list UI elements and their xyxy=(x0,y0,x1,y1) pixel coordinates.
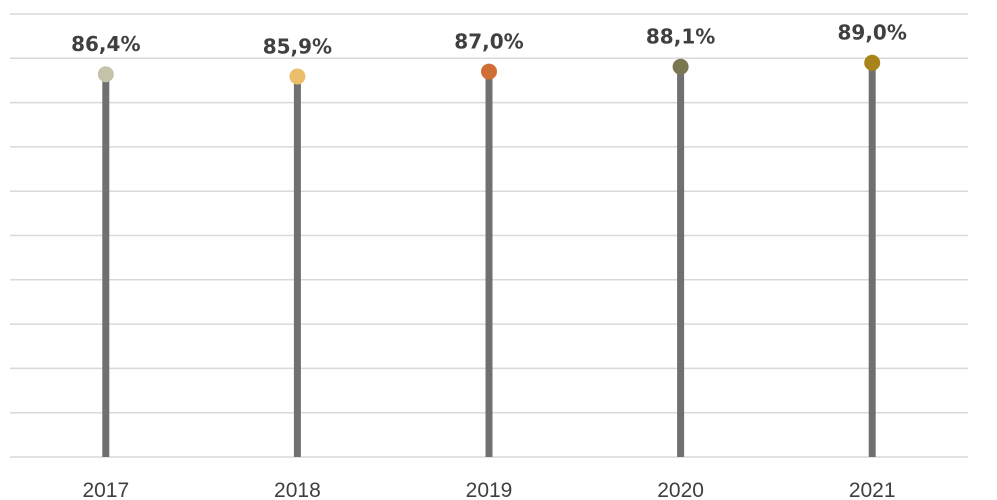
marker-2017 xyxy=(97,66,114,83)
data-label-2020: 88,1% xyxy=(646,25,715,49)
data-label-2021: 89,0% xyxy=(838,21,907,45)
data-labels: 86,4% 85,9% 87,0% 88,1% 89,0% xyxy=(71,21,907,59)
x-tick-label-2021: 2021 xyxy=(849,479,896,500)
x-tick-label-2019: 2019 xyxy=(466,479,513,500)
x-tick-label-2017: 2017 xyxy=(82,479,129,500)
stems xyxy=(102,62,876,457)
data-label-2019: 87,0% xyxy=(454,30,523,54)
marker-2020 xyxy=(672,58,689,75)
marker-2018 xyxy=(289,68,306,85)
marker-2021 xyxy=(864,54,881,71)
x-tick-label-2018: 2018 xyxy=(274,479,321,500)
markers xyxy=(97,54,881,85)
x-axis-tick-labels: 2017 2018 2019 2020 2021 xyxy=(82,479,895,500)
x-tick-label-2020: 2020 xyxy=(657,479,704,500)
data-label-2017: 86,4% xyxy=(71,32,140,56)
data-label-2018: 85,9% xyxy=(263,34,332,58)
marker-2019 xyxy=(481,63,497,80)
